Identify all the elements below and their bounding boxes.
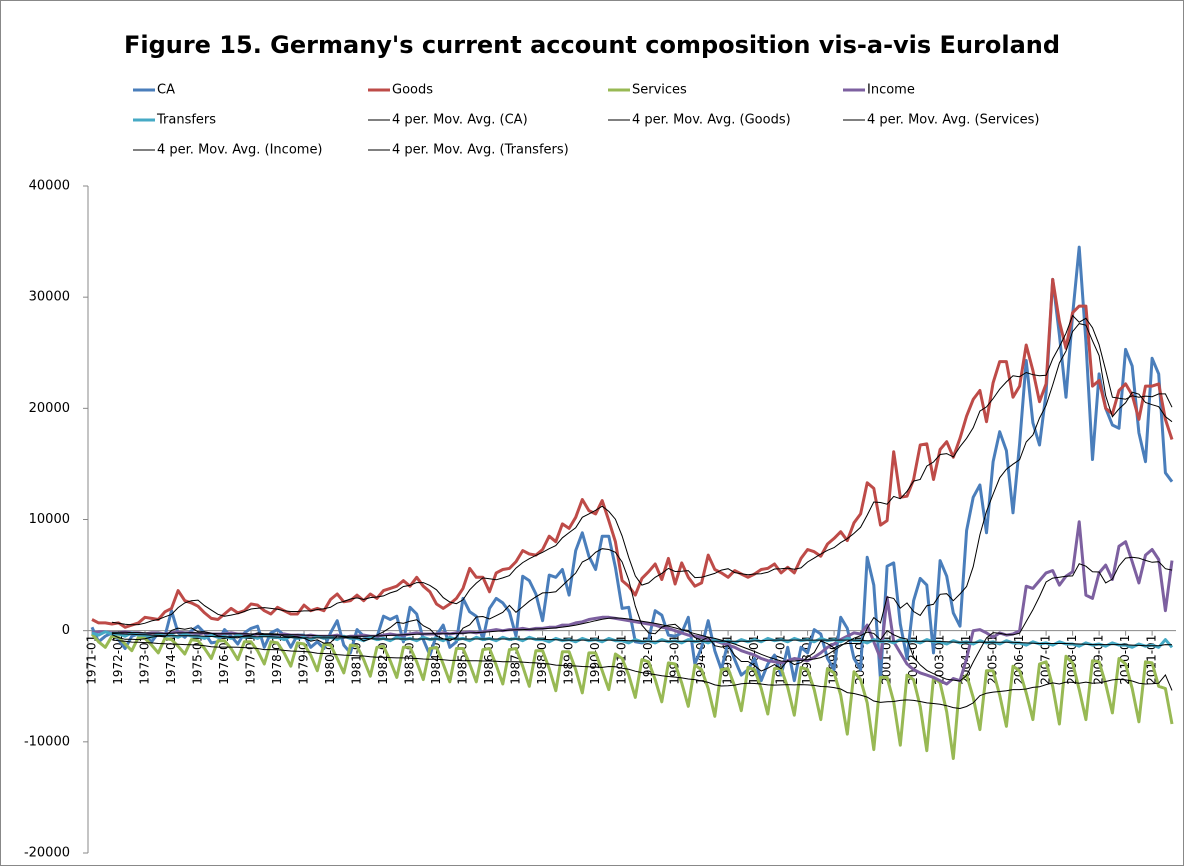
moving-average [111,314,1173,626]
x-tick-label: 1982-01 [376,635,390,685]
x-tick-label: 2003-01 [933,635,947,685]
legend-label: Goods [392,83,433,98]
legend-label: Services [632,83,687,98]
x-tick-label: 1974-01 [164,635,178,685]
chart-title: Figure 15. Germany's current account com… [124,31,1060,59]
x-tick-label: 1975-01 [191,635,205,685]
moving-average [111,639,1173,710]
series-line [91,277,1174,629]
moving-average [111,632,1173,647]
legend-label: 4 per. Mov. Avg. (Transfers) [392,143,569,158]
legend-label: Income [867,83,915,98]
x-tick-label: 1971-01 [85,635,99,685]
legend-label: 4 per. Mov. Avg. (Income) [157,143,323,158]
y-tick-label: -20000 [24,846,70,861]
x-tick-label: 2006-01 [1012,635,1026,685]
x-tick-label: 1980-01 [323,635,337,685]
y-tick-label: 20000 [29,401,70,416]
x-tick-label: 1990-01 [588,635,602,685]
y-tick-label: 0 [62,623,70,638]
x-tick-label: 1972-01 [111,635,125,685]
x-tick-label: 1973-01 [138,635,152,685]
series-line [90,245,1174,683]
legend-label: 4 per. Mov. Avg. (Services) [867,113,1040,128]
x-tick-label: 1981-01 [350,635,364,685]
moving-average [111,556,1173,682]
legend-label: Transfers [156,113,216,128]
legend-label: 4 per. Mov. Avg. (CA) [392,113,528,128]
x-tick-label: 1997-01 [774,635,788,685]
x-tick-label: 1987-01 [509,635,523,685]
x-tick-label: 1989-01 [562,635,576,685]
y-tick-label: -10000 [24,734,70,749]
x-tick-label: 1986-01 [482,635,496,685]
x-tick-label: 2005-01 [986,635,1000,685]
legend-label: 4 per. Mov. Avg. (Goods) [632,113,791,128]
moving-average [111,323,1173,672]
series-line [90,633,1174,760]
x-tick-label: 1994-01 [694,635,708,685]
x-tick-label: 1988-01 [535,635,549,685]
y-tick-label: 40000 [29,179,70,194]
legend-label: CA [157,83,175,98]
y-tick-label: 10000 [29,512,70,527]
y-tick-label: 30000 [29,290,70,305]
